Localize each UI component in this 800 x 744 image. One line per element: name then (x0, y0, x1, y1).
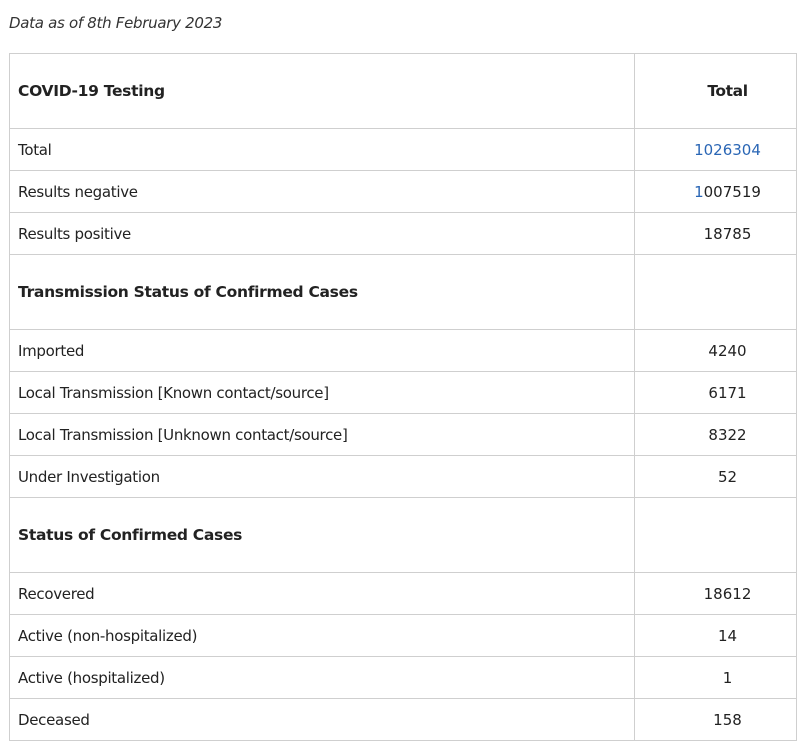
row-value-total-link[interactable]: 1026304 (634, 128, 797, 171)
row-label: Active (hospitalized) (9, 656, 635, 699)
table-header-row: COVID-19 Testing Total (9, 53, 797, 129)
table-row-local-unknown: Local Transmission [Unknown contact/sour… (9, 413, 797, 456)
table-row-deceased: Deceased 158 (9, 698, 797, 741)
row-value: 18612 (634, 572, 797, 615)
row-label: Imported (9, 329, 635, 372)
total-tests-link[interactable]: 1026304 (694, 140, 761, 159)
row-label: Results negative (9, 170, 635, 213)
table-row-imported: Imported 4240 (9, 329, 797, 372)
status-section-heading: Status of Confirmed Cases (9, 497, 635, 573)
row-value: 1007519 (634, 170, 797, 213)
table-row-results-positive: Results positive 18785 (9, 212, 797, 255)
transmission-section-heading: Transmission Status of Confirmed Cases (9, 254, 635, 330)
row-value: 1 (634, 656, 797, 699)
table-row-active-hospitalized: Active (hospitalized) 1 (9, 656, 797, 699)
table-row-recovered: Recovered 18612 (9, 572, 797, 615)
table-row-under-investigation: Under Investigation 52 (9, 455, 797, 498)
row-label: Deceased (9, 698, 635, 741)
row-value: 52 (634, 455, 797, 498)
data-date-note: Data as of 8th February 2023 (9, 14, 223, 32)
section-empty-cell (634, 254, 797, 330)
row-value: 4240 (634, 329, 797, 372)
row-label: Recovered (9, 572, 635, 615)
row-value: 6171 (634, 371, 797, 414)
covid-testing-heading: COVID-19 Testing (9, 53, 635, 129)
row-value: 14 (634, 614, 797, 657)
negative-results-rest: 007519 (703, 182, 761, 201)
transmission-section-row: Transmission Status of Confirmed Cases (9, 254, 797, 330)
row-label: Active (non-hospitalized) (9, 614, 635, 657)
row-value: 158 (634, 698, 797, 741)
table-row-total: Total 1026304 (9, 128, 797, 171)
row-value: 8322 (634, 413, 797, 456)
negative-results-link[interactable]: 1 (694, 182, 704, 201)
table-row-local-known: Local Transmission [Known contact/source… (9, 371, 797, 414)
row-label: Results positive (9, 212, 635, 255)
row-label: Under Investigation (9, 455, 635, 498)
table-row-results-negative: Results negative 1007519 (9, 170, 797, 213)
status-section-row: Status of Confirmed Cases (9, 497, 797, 573)
row-label: Total (9, 128, 635, 171)
covid-stats-table: COVID-19 Testing Total Total 1026304 Res… (9, 53, 797, 741)
row-value: 18785 (634, 212, 797, 255)
total-column-heading: Total (634, 53, 797, 129)
table-row-active-non-hospitalized: Active (non-hospitalized) 14 (9, 614, 797, 657)
row-label: Local Transmission [Unknown contact/sour… (9, 413, 635, 456)
row-label: Local Transmission [Known contact/source… (9, 371, 635, 414)
section-empty-cell (634, 497, 797, 573)
